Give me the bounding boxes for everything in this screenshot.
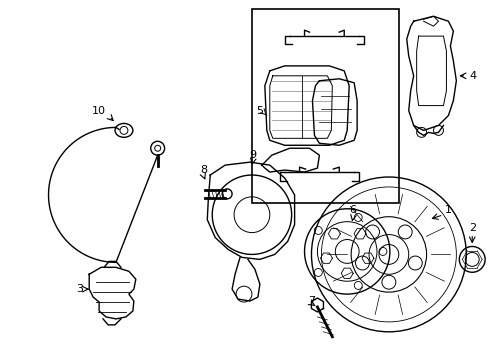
- Text: 8: 8: [200, 165, 206, 175]
- Text: 5: 5: [256, 105, 263, 116]
- Text: 6: 6: [349, 205, 356, 215]
- Text: 2: 2: [468, 222, 475, 233]
- Text: 4: 4: [468, 71, 476, 81]
- Text: 3: 3: [76, 284, 82, 294]
- Text: 9: 9: [249, 150, 256, 160]
- Text: 1: 1: [444, 205, 451, 215]
- Text: 10: 10: [92, 105, 106, 116]
- Text: 7: 7: [307, 296, 314, 306]
- Bar: [251, 9, 398, 203]
